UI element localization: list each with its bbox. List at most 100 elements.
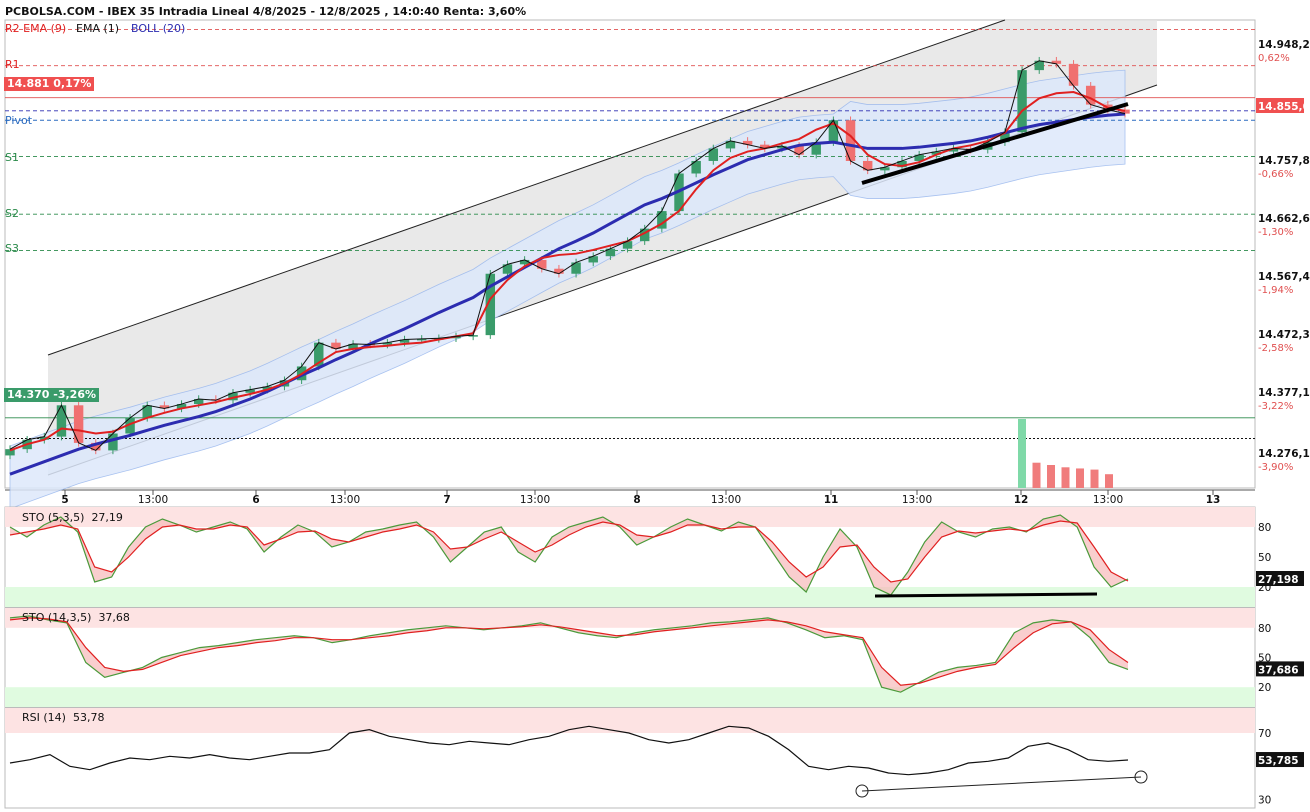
x-tick-label: 5 <box>61 494 68 506</box>
candle-body <box>159 405 170 409</box>
candle-body <box>1120 109 1130 114</box>
level-label-pivot: Pivot <box>5 114 33 127</box>
candle-body <box>382 342 393 345</box>
sto2-label: STO (14,3,5) 37,68 <box>22 611 130 624</box>
indicator-y-tick: 30 <box>1258 795 1271 807</box>
volume-bar <box>1090 469 1099 488</box>
x-tick-label: 7 <box>443 494 450 506</box>
candle-body <box>1068 63 1079 86</box>
candle-body <box>348 343 358 349</box>
candle-body <box>811 142 821 155</box>
candle-body <box>56 405 67 437</box>
pct-tick-label: 0,62% <box>1258 53 1290 64</box>
rsi-label: RSI (14) 53,78 <box>22 711 105 724</box>
candle-body <box>519 259 530 265</box>
x-tick-label: 13:00 <box>138 494 168 506</box>
candle-body <box>657 211 667 229</box>
sto-divergence-line <box>874 592 1098 598</box>
candle-body <box>862 160 873 171</box>
stochastic-d-line <box>9 520 1129 583</box>
indicator-last-box <box>1256 661 1304 677</box>
ema1-close-line <box>9 60 1126 452</box>
low-price-tag: 14.370 -3,26% <box>4 388 100 402</box>
oversold-zone <box>5 687 1255 707</box>
candle-body <box>794 145 804 155</box>
last-price-box <box>1256 98 1304 113</box>
x-tick-label: 6 <box>252 494 259 506</box>
legend-ema1: EMA (1) <box>76 22 120 35</box>
candle-body <box>262 386 273 390</box>
legend-boll20: BOLL (20) <box>131 22 186 35</box>
x-tick-label: 13:00 <box>520 494 550 506</box>
candle-body <box>845 120 856 161</box>
pct-tick-label: -1,94% <box>1258 285 1293 296</box>
candle-body <box>760 144 770 149</box>
candle-body <box>416 338 427 341</box>
level-label-r1: R1 <box>5 58 20 71</box>
stochastic-d-line <box>9 617 1129 686</box>
indicator-last-box <box>1256 752 1304 768</box>
rsi-line <box>9 725 1129 776</box>
candle-body <box>125 417 135 434</box>
x-tick-label: 12 <box>1014 494 1029 506</box>
channel-upper-line <box>47 19 1006 356</box>
boll-mid-line <box>9 112 1126 476</box>
volume-bar <box>1047 465 1055 488</box>
pct-tick-label: -1,30% <box>1258 227 1293 238</box>
candle-body <box>39 436 50 440</box>
level-label-s3: S3 <box>5 242 19 255</box>
stochastic-k-line <box>9 615 1129 693</box>
indicator-y-tick: 70 <box>1258 728 1271 740</box>
candle-body <box>228 392 238 401</box>
candle-body <box>725 140 736 149</box>
rsi-marker-left <box>855 784 869 798</box>
support-trendline <box>861 102 1129 185</box>
candle-body <box>777 145 787 149</box>
pct-tick-label: -3,22% <box>1258 401 1293 412</box>
candle-body <box>142 405 152 418</box>
indicator-last-box <box>1256 571 1304 586</box>
candle-body <box>742 140 753 145</box>
last-price-label: 14.855,6 <box>1258 101 1310 113</box>
x-tick-label: 13 <box>1206 494 1221 506</box>
stochastic-k-line <box>9 514 1129 596</box>
level-label-s1: S1 <box>5 151 19 164</box>
candle-body <box>1034 60 1044 71</box>
candle-body <box>5 449 15 456</box>
rsi-marker-right <box>1134 770 1148 784</box>
candle-body <box>605 248 616 257</box>
y-tick-label: 14.948,2 <box>1258 39 1310 51</box>
y-tick-label: 14.472,3 <box>1258 329 1310 341</box>
candle-body <box>502 264 513 274</box>
candle-body <box>948 148 959 152</box>
candle-body <box>108 433 118 451</box>
x-tick-label: 8 <box>633 494 640 506</box>
x-tick-label: 13:00 <box>902 494 932 506</box>
pct-tick-label: -0,66% <box>1258 169 1293 180</box>
candle-body <box>1051 60 1062 64</box>
volume-bar <box>1061 467 1070 488</box>
oversold-zone <box>5 587 1255 607</box>
candle-body <box>245 389 255 393</box>
y-tick-label: 14.276,1 <box>1258 448 1310 460</box>
candle-body <box>571 262 581 274</box>
candle-body <box>639 228 650 242</box>
indicator-last-label: 53,785 <box>1258 755 1299 767</box>
rsi-divergence-line <box>861 776 1142 792</box>
x-tick-label: 11 <box>824 494 839 506</box>
candle-body <box>468 335 478 337</box>
volume-bar <box>1105 474 1113 488</box>
candle-body <box>897 160 907 168</box>
x-tick-label: 13:00 <box>711 494 741 506</box>
indicator-last-label: 27,198 <box>1258 574 1299 586</box>
candle-body <box>537 259 547 269</box>
candle-body <box>399 339 410 343</box>
candle-body <box>588 256 598 263</box>
candle-body <box>622 241 633 249</box>
level-label-s2: S2 <box>5 207 19 220</box>
x-tick-label: 13:00 <box>330 494 360 506</box>
candle-body <box>1000 132 1010 143</box>
overbought-zone <box>5 608 1255 628</box>
candle-body <box>691 160 701 174</box>
